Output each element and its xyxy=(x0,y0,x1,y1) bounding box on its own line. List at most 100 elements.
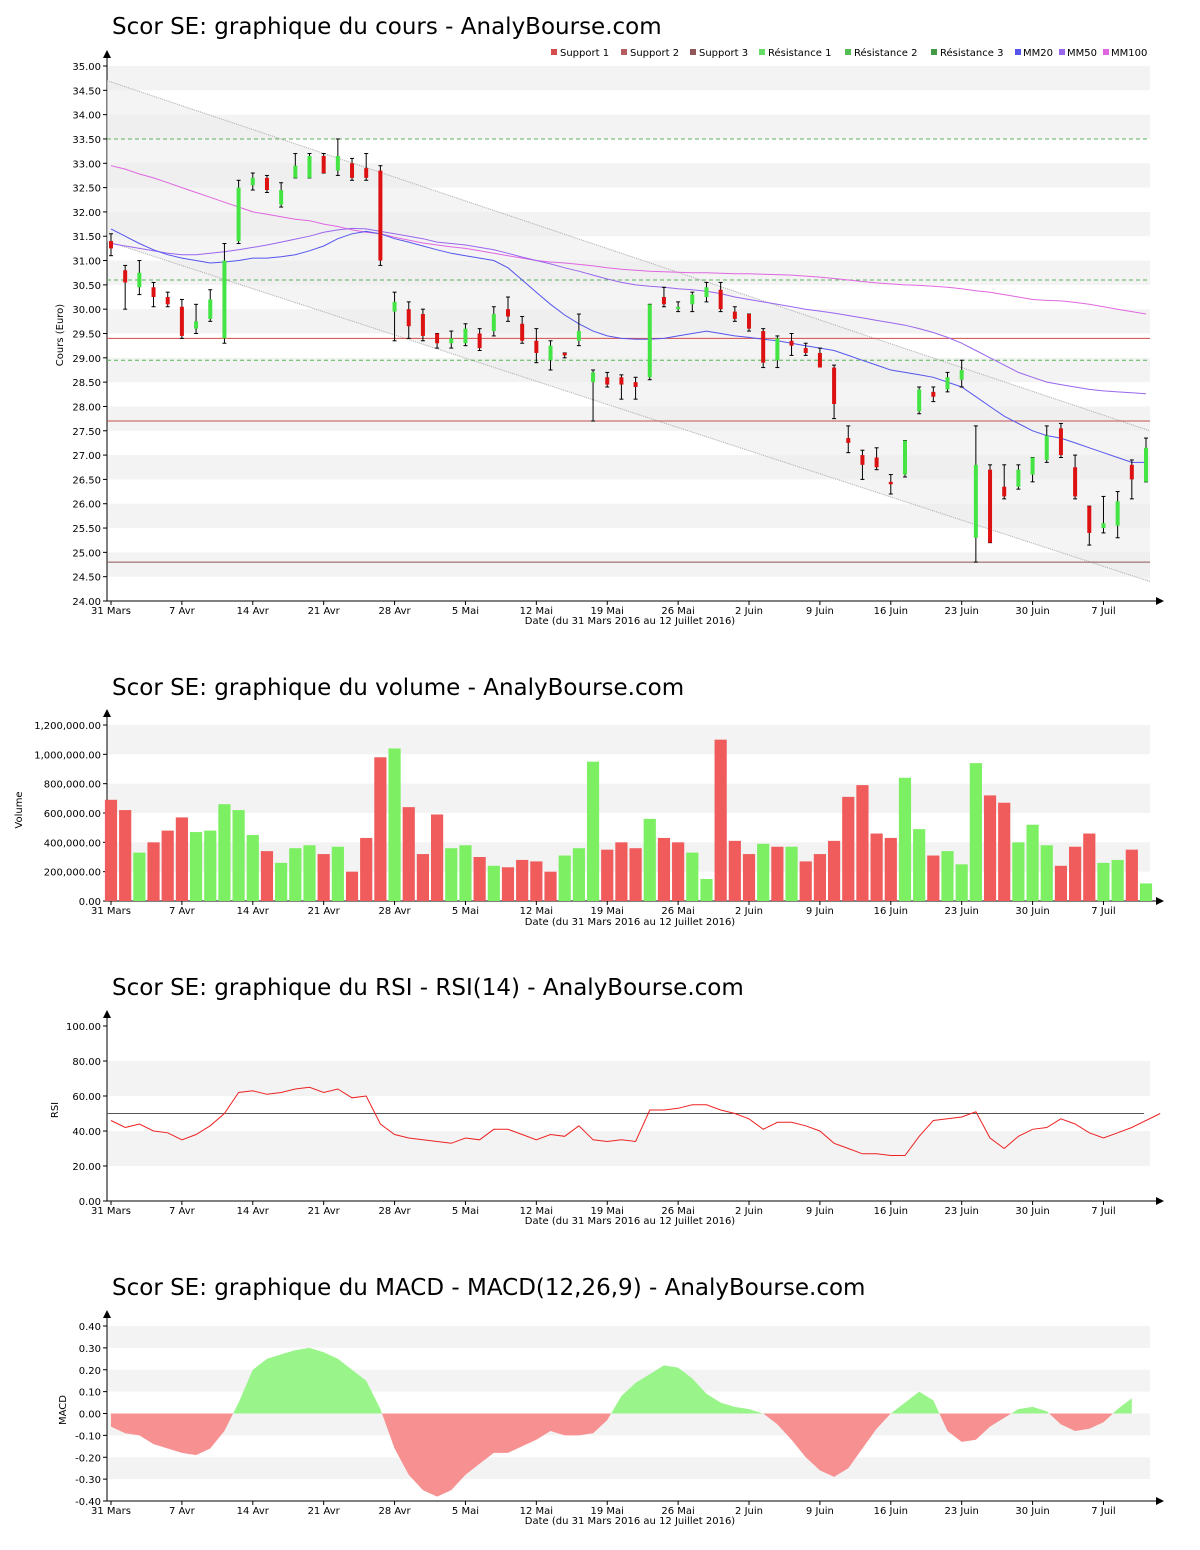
candle-body xyxy=(520,323,525,341)
volume-bar xyxy=(955,864,968,901)
candle-body xyxy=(562,352,567,356)
macd-negative-area xyxy=(763,1413,891,1477)
candle-body xyxy=(718,289,723,310)
price-legend: Support 1 Support 2 Support 3 Résistance… xyxy=(551,47,1147,59)
volume-bar xyxy=(275,862,288,901)
macd-x-axis-arrow xyxy=(1156,1497,1164,1505)
rsi-x-axis-arrow xyxy=(1156,1197,1164,1205)
candle-body xyxy=(463,328,468,344)
macd-y-tick-label: 0.20 xyxy=(79,1366,101,1377)
price-y-tick-label: 34.00 xyxy=(72,111,101,122)
volume-bar xyxy=(345,871,359,901)
candle-body xyxy=(874,457,879,468)
candle-body xyxy=(661,297,666,305)
candle-body xyxy=(605,377,610,385)
macd-chart-title: Scor SE: graphique du MACD - MACD(12,26,… xyxy=(112,1275,865,1301)
candle-body xyxy=(165,297,170,305)
volume-bar xyxy=(1111,859,1124,901)
volume-chart: 0.00 200,000.00 400,000.00 600,000.00 800,00… xyxy=(34,709,1164,917)
candle-body xyxy=(378,170,383,261)
candle-body xyxy=(137,272,142,288)
macd-positive-area xyxy=(1112,1398,1132,1414)
macd-x-tick-label: 31 Mars xyxy=(91,1506,131,1517)
price-x-tick-label: 2 Juin xyxy=(735,606,763,617)
volume-bar xyxy=(1139,883,1153,901)
macd-negative-area xyxy=(939,1413,1012,1442)
price-y-tick-label: 30.50 xyxy=(72,281,101,292)
candle-body xyxy=(1030,457,1035,475)
candle-body xyxy=(109,241,113,249)
candle-body xyxy=(1044,435,1049,460)
volume-bar xyxy=(161,830,174,901)
legend-swatch-mm100 xyxy=(1103,49,1109,55)
macd-x-tick-label: 19 Mai xyxy=(591,1506,624,1517)
volume-bar xyxy=(856,785,869,901)
volume-bar xyxy=(388,748,401,901)
volume-bar xyxy=(473,857,486,901)
volume-x-tick-label: 30 Juin xyxy=(1015,906,1049,917)
candle-body xyxy=(1129,464,1134,480)
price-y-tick-label: 31.50 xyxy=(72,232,101,243)
rsi-x-tick-label: 7 Avr xyxy=(169,1206,196,1217)
volume-bar xyxy=(402,807,415,901)
volume-x-tick-label: 23 Juin xyxy=(945,906,979,917)
candle-body xyxy=(959,369,964,380)
volume-x-tick-label: 31 Mars xyxy=(91,906,131,917)
price-y-tick-label: 32.50 xyxy=(72,184,101,195)
macd-positive-area xyxy=(1011,1406,1050,1414)
mm100-line xyxy=(110,165,1147,315)
candle-body xyxy=(435,333,440,344)
macd-x-tick-label: 26 Mai xyxy=(661,1506,694,1517)
volume-bar xyxy=(204,830,217,901)
price-y-tick-label: 34.50 xyxy=(72,86,101,97)
price-y-tick-label: 29.50 xyxy=(72,330,101,341)
volume-bar xyxy=(1125,849,1138,901)
candle-body xyxy=(690,294,695,305)
candle-body xyxy=(1115,501,1120,526)
volume-bar xyxy=(913,829,926,901)
volume-bar xyxy=(827,840,841,901)
volume-y-tick-label: 1,000,000.00 xyxy=(34,750,101,761)
volume-bar xyxy=(501,867,515,901)
macd-x-tick-label: 16 Juin xyxy=(874,1506,908,1517)
price-y-axis-arrow xyxy=(103,50,111,58)
volume-bar xyxy=(303,845,316,901)
rsi-line xyxy=(110,1086,1161,1156)
volume-bar xyxy=(672,842,685,901)
legend-swatch-support-1 xyxy=(551,49,557,55)
volume-x-tick-label: 7 Juil xyxy=(1091,906,1115,917)
candle-body xyxy=(1058,428,1063,456)
price-grid-band xyxy=(107,114,1150,139)
legend-swatch-mm50 xyxy=(1059,49,1065,55)
price-y-tick-label: 27.00 xyxy=(72,451,101,462)
volume-bar xyxy=(1040,845,1053,901)
volume-bar xyxy=(119,810,132,901)
volume-bar xyxy=(360,837,373,901)
candle-body xyxy=(477,333,482,349)
price-x-tick-label: 30 Juin xyxy=(1015,606,1049,617)
price-x-tick-label: 14 Avr xyxy=(237,606,270,617)
candle-body xyxy=(1016,469,1021,487)
volume-bar xyxy=(133,852,146,901)
candle-body xyxy=(591,372,596,383)
macd-grid-band xyxy=(107,1326,1150,1348)
volume-bar xyxy=(431,814,444,901)
rsi-y-tick-label: 40.00 xyxy=(72,1127,101,1138)
rsi-x-tick-label: 26 Mai xyxy=(661,1206,694,1217)
macd-y-tick-label: -0.20 xyxy=(75,1453,101,1464)
candle-body xyxy=(973,464,978,538)
volume-x-tick-label: 19 Mai xyxy=(591,906,624,917)
candle-body xyxy=(264,177,269,191)
volume-bar xyxy=(558,855,571,901)
rsi-x-tick-label: 23 Juin xyxy=(945,1206,979,1217)
rsi-chart: 0.00 20.00 40.00 60.00 80.00 100.00 31 Mars 7 A… xyxy=(66,1010,1164,1217)
price-chart: 24.00 24.50 25.00 25.50 26.00 26.50 27.00 27.50… xyxy=(72,50,1164,617)
legend-swatch-resistance-2 xyxy=(845,49,851,55)
volume-bar xyxy=(246,835,259,901)
volume-x-tick-label: 7 Avr xyxy=(169,906,196,917)
legend-swatch-mm20 xyxy=(1015,49,1021,55)
rsi-x-tick-label: 5 Mai xyxy=(452,1206,479,1217)
legend-swatch-resistance-1 xyxy=(759,49,765,55)
candle-body xyxy=(747,314,752,329)
macd-x-tick-label: 21 Avr xyxy=(308,1506,341,1517)
